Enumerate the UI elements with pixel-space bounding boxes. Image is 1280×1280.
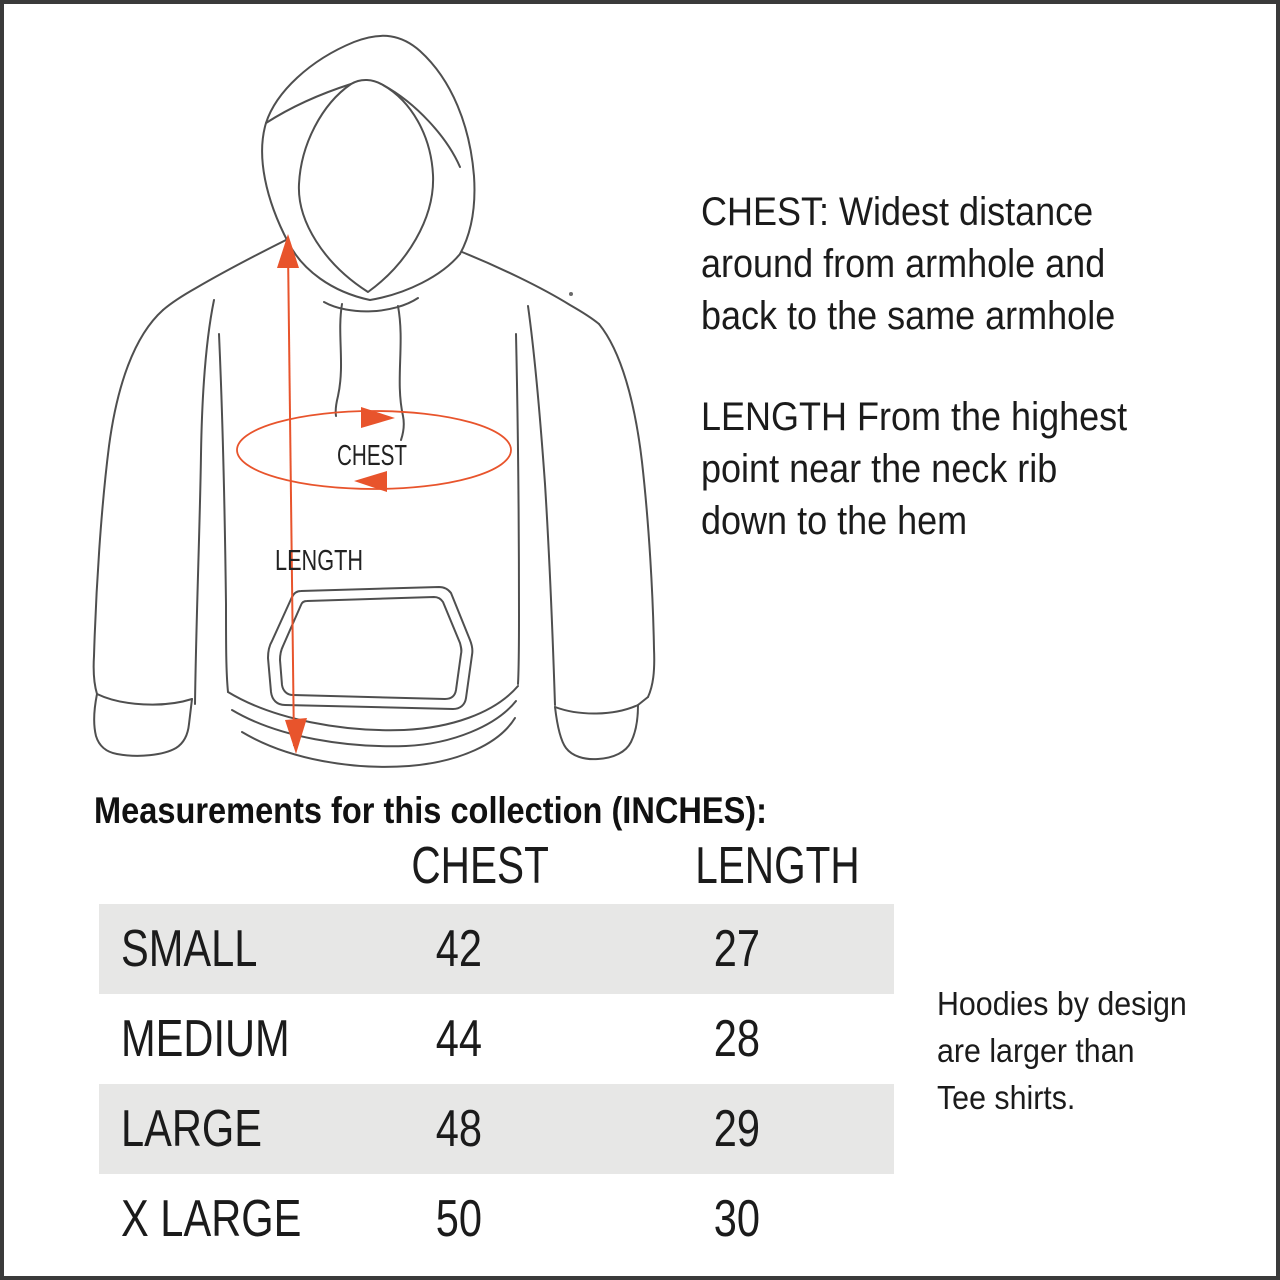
- hoodie-measurement-diagram: CHEST LENGTH: [92, 34, 656, 768]
- length-value: 28: [713, 1010, 761, 1068]
- table-row-small: SMALL 42 27: [99, 904, 894, 994]
- hem-seam-lower-path: [231, 700, 517, 748]
- size-table: SMALL 42 27 MEDIUM 44 28 LARGE 48 29 X L…: [99, 904, 894, 1264]
- chest-diagram-label: CHEST: [337, 440, 407, 472]
- collar-path: [323, 297, 419, 313]
- table-row-xlarge: X LARGE 50 30: [99, 1174, 894, 1264]
- chest-value: 48: [435, 1100, 483, 1158]
- chest-value: 50: [435, 1190, 483, 1248]
- torso-right-path: [515, 333, 520, 685]
- shoulder-right-path: [461, 251, 600, 325]
- chest-instruction-line: around from armhole and: [701, 242, 1106, 286]
- length-instruction-line: point near the neck rib: [701, 447, 1058, 491]
- column-header-chest-label: CHEST: [411, 837, 549, 895]
- hoodie-outline-group: [92, 34, 656, 768]
- length-value: 27: [713, 920, 761, 978]
- table-row-large: LARGE 48 29: [99, 1084, 894, 1174]
- size-label: SMALL: [121, 920, 258, 978]
- arm-right-inner-path: [527, 305, 556, 706]
- table-row-medium: MEDIUM 44 28: [99, 994, 894, 1084]
- length-value: 30: [713, 1190, 761, 1248]
- torso-left-path: [218, 333, 229, 693]
- hood-fold-left-path: [265, 83, 352, 124]
- cuff-left-path: [93, 693, 193, 757]
- measurements-table-title: Measurements for this collection (INCHES…: [94, 790, 768, 831]
- column-header-chest: CHEST: [392, 840, 548, 892]
- length-arrow-down-icon: [285, 718, 307, 754]
- stray-dot: [569, 292, 573, 296]
- length-instruction-line: LENGTH From the highest: [701, 395, 1128, 439]
- size-label: LARGE: [121, 1100, 263, 1158]
- hood-outer-path: [261, 34, 476, 255]
- hood-bottom-path: [287, 241, 461, 301]
- drawstring-right-path: [397, 305, 405, 441]
- chest-arrow-left-icon: [354, 471, 387, 492]
- cuff-right-path: [554, 696, 649, 761]
- hood-fold-right-path: [382, 84, 461, 168]
- chest-arrow-right-icon: [361, 407, 395, 428]
- chest-instruction-text: CHEST: Widest distance around from armho…: [701, 186, 1115, 342]
- length-arrow-up-icon: [277, 234, 299, 268]
- hem-bottom-path: [241, 717, 516, 768]
- hoodie-size-note-line: Tee shirts.: [937, 1079, 1076, 1116]
- length-diagram-label: LENGTH: [275, 545, 363, 577]
- arm-left-outer-path: [92, 309, 164, 695]
- size-label: MEDIUM: [121, 1010, 290, 1068]
- pocket-inner-path: [279, 596, 463, 700]
- column-header-length: LENGTH: [672, 840, 860, 892]
- hood-face-opening-path: [297, 79, 435, 293]
- cuff-left-seam-path: [96, 693, 193, 706]
- size-label: X LARGE: [121, 1190, 302, 1248]
- chest-measure-ellipse: [236, 410, 512, 490]
- chest-instruction-line: CHEST: Widest distance: [701, 190, 1094, 234]
- cuff-right-seam-path: [554, 704, 639, 715]
- arm-right-outer-path: [598, 323, 656, 698]
- length-value: 29: [713, 1100, 761, 1158]
- hoodie-size-note-line: Hoodies by design: [937, 985, 1187, 1022]
- drawstring-left-path: [334, 303, 343, 417]
- chest-instruction-line: back to the same armhole: [701, 294, 1116, 338]
- pocket-outer-path: [267, 586, 474, 710]
- length-measure-line: [287, 249, 295, 747]
- arm-left-inner-path: [194, 299, 215, 705]
- shoulder-left-path: [162, 239, 287, 311]
- length-instruction-line: down to the hem: [701, 499, 968, 543]
- hoodie-size-note: Hoodies by design are larger than Tee sh…: [937, 980, 1187, 1121]
- column-header-length-label: LENGTH: [695, 837, 860, 895]
- chest-value: 42: [435, 920, 483, 978]
- hem-seam-upper-path: [227, 685, 519, 732]
- chest-value: 44: [435, 1010, 483, 1068]
- measurement-annotations-group: CHEST LENGTH: [236, 234, 512, 754]
- hoodie-size-note-line: are larger than: [937, 1032, 1135, 1069]
- length-instruction-text: LENGTH From the highest point near the n…: [701, 391, 1127, 547]
